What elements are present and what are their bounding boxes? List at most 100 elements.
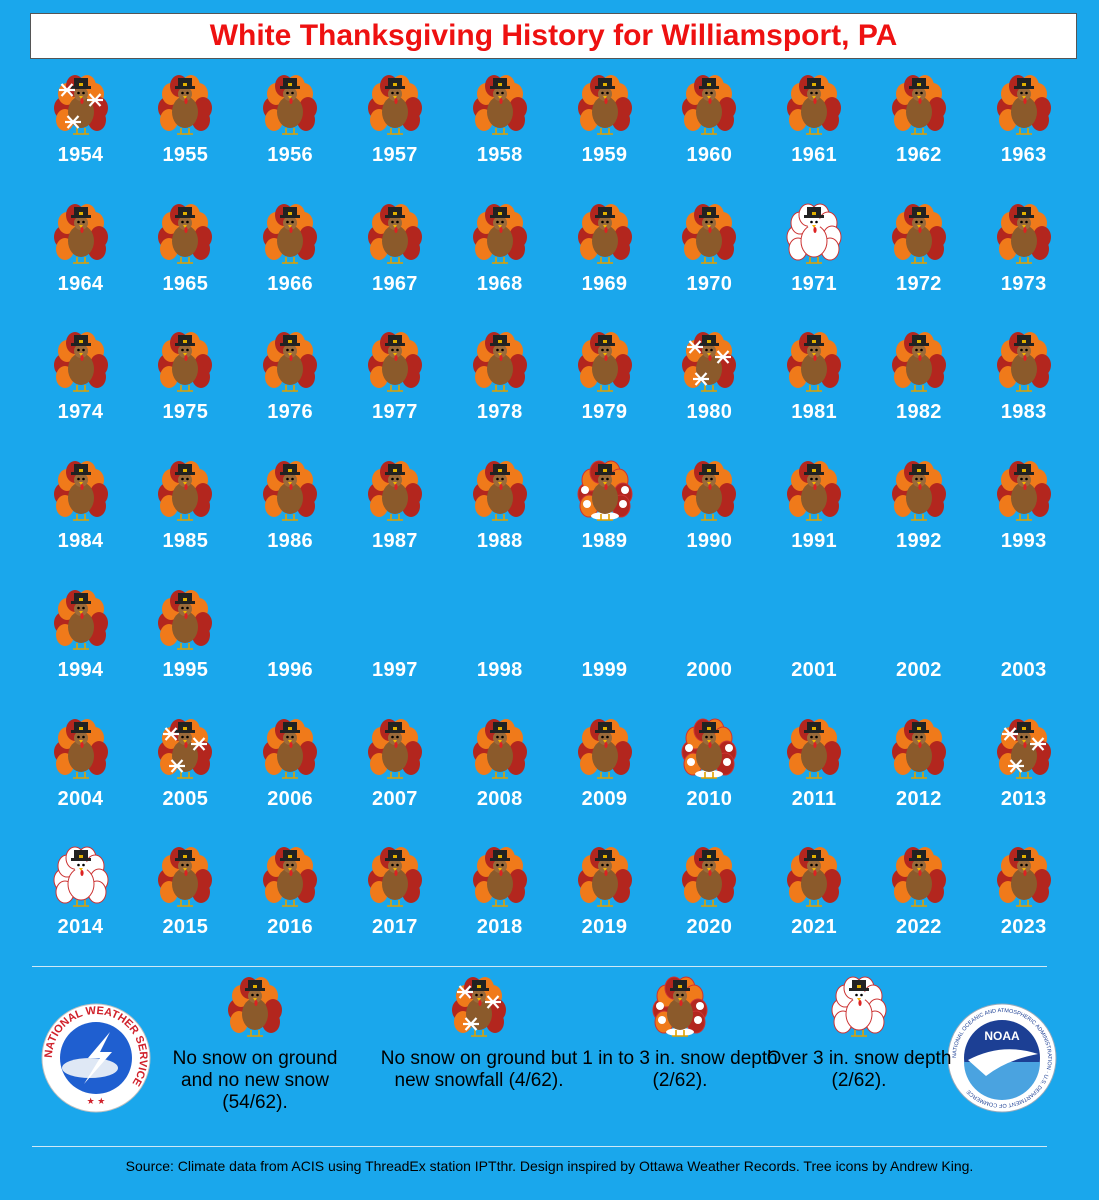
turkey-icon [157, 714, 213, 784]
turkey-icon [53, 585, 109, 655]
year-label: 1984 [57, 530, 104, 553]
year-cell-2021: 2021 [762, 842, 867, 970]
turkey-icon [996, 327, 1052, 397]
year-label: 2016 [267, 916, 313, 939]
year-label: 2023 [1000, 916, 1047, 939]
year-label: 2011 [791, 787, 837, 810]
year-cell-2009: 2009 [552, 714, 657, 842]
turkey-icon [472, 842, 528, 912]
nws-logo: NATIONAL WEATHER SERVICE ★ ★ [41, 1003, 151, 1113]
year-cell-1976: 1976 [238, 327, 343, 455]
year-label: 1993 [1000, 530, 1047, 553]
noaa-logo-text: NOAA [984, 1029, 1020, 1043]
year-cell-1964: 1964 [28, 199, 133, 327]
turkey-icon [262, 199, 318, 269]
year-cell-2010: 2010 [657, 714, 762, 842]
year-cell-1972: 1972 [866, 199, 971, 327]
turkey-icon [53, 199, 109, 269]
turkey-icon [577, 70, 633, 140]
turkey-icon [996, 70, 1052, 140]
turkey-icon [262, 456, 318, 526]
year-cell-1970: 1970 [657, 199, 762, 327]
year-cell-1969: 1969 [552, 199, 657, 327]
turkey-icon [786, 842, 842, 912]
year-cell-1999: 1999 [552, 585, 657, 713]
turkey-icon [157, 842, 213, 912]
turkey-icon [53, 714, 109, 784]
year-cell-2020: 2020 [657, 842, 762, 970]
turkey-icon [786, 199, 842, 269]
year-cell-1994: 1994 [28, 585, 133, 713]
empty-slot [996, 585, 1052, 655]
year-label: 1977 [372, 401, 418, 424]
turkey-icon [891, 714, 947, 784]
year-label: 2013 [1000, 787, 1047, 810]
legend-item-none: No snow on ground and no new snow (54/62… [155, 976, 355, 1114]
year-cell-2019: 2019 [552, 842, 657, 970]
year-label: 2019 [581, 916, 628, 939]
turkey-icon [262, 327, 318, 397]
year-label: 2009 [581, 787, 628, 810]
year-label: 2007 [372, 787, 418, 810]
turkey-icon [652, 976, 708, 1042]
year-label: 1983 [1000, 401, 1047, 424]
turkey-icon [831, 976, 887, 1042]
year-label: 1971 [791, 272, 837, 295]
year-cell-1984: 1984 [28, 456, 133, 584]
turkey-icon [681, 70, 737, 140]
year-cell-1967: 1967 [342, 199, 447, 327]
year-cell-2004: 2004 [28, 714, 133, 842]
year-cell-1989: 1989 [552, 456, 657, 584]
turkey-icon [367, 456, 423, 526]
year-label: 1970 [686, 272, 733, 295]
year-cell-2012: 2012 [866, 714, 971, 842]
turkey-icon [53, 842, 109, 912]
year-label: 2014 [57, 916, 104, 939]
turkey-icon [577, 842, 633, 912]
year-label: 1992 [896, 530, 942, 553]
year-label: 1998 [476, 658, 523, 681]
year-cell-1997: 1997 [342, 585, 447, 713]
empty-slot [681, 585, 737, 655]
year-label: 1988 [476, 530, 523, 553]
turkey-icon [472, 327, 528, 397]
legend-item-over3: Over 3 in. snow depth (2/62). [759, 976, 959, 1092]
year-label: 1995 [162, 658, 209, 681]
year-label: 2005 [162, 787, 209, 810]
legend-label: 1 in to 3 in. snow depth (2/62). [582, 1048, 778, 1091]
year-label: 1997 [372, 658, 418, 681]
year-cell-1974: 1974 [28, 327, 133, 455]
year-label: 1979 [581, 401, 628, 424]
year-cell-1995: 1995 [133, 585, 238, 713]
year-cell-1966: 1966 [238, 199, 343, 327]
legend-label: No snow on ground and no new snow (54/62… [172, 1048, 338, 1113]
year-cell-1988: 1988 [447, 456, 552, 584]
year-cell-2014: 2014 [28, 842, 133, 970]
year-label: 1965 [162, 272, 209, 295]
source-footer: Source: Climate data from ACIS using Thr… [125, 1158, 974, 1174]
year-cell-2000: 2000 [657, 585, 762, 713]
year-label: 1966 [267, 272, 313, 295]
year-label: 2020 [686, 916, 733, 939]
year-cell-1993: 1993 [971, 456, 1076, 584]
year-label: 1958 [476, 144, 523, 166]
year-label: 2006 [267, 787, 313, 810]
year-label: 1974 [57, 401, 104, 424]
turkey-icon [577, 327, 633, 397]
year-cell-2001: 2001 [762, 585, 867, 713]
year-label: 1976 [267, 401, 313, 424]
year-label: 2002 [896, 658, 942, 681]
turkey-icon [891, 70, 947, 140]
turkey-icon [786, 70, 842, 140]
year-label: 1967 [372, 272, 418, 295]
year-cell-1985: 1985 [133, 456, 238, 584]
empty-slot [262, 585, 318, 655]
year-label: 1980 [686, 401, 733, 424]
turkey-icon [996, 456, 1052, 526]
turkey-icon [681, 842, 737, 912]
year-label: 1957 [372, 144, 418, 166]
year-label: 1963 [1000, 144, 1047, 166]
year-label: 1989 [581, 530, 628, 553]
year-label: 2008 [476, 787, 523, 810]
year-label: 1996 [267, 658, 313, 681]
